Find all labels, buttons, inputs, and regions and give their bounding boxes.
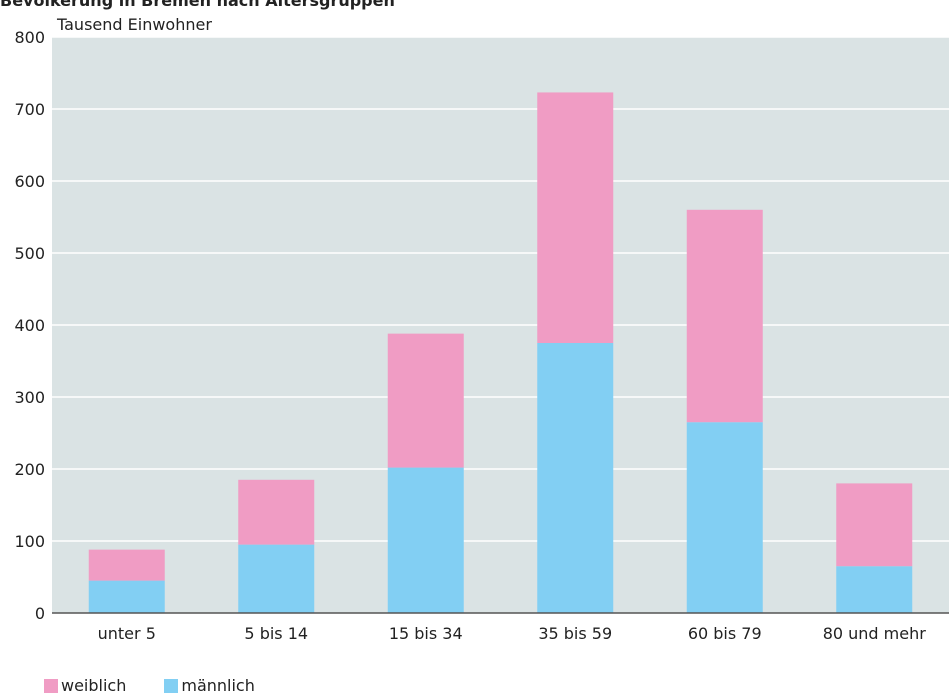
x-tick-label-4: 60 bis 79 [688,624,762,643]
y-tick-label-300: 300 [14,388,45,407]
legend-item-maennlich: männlich [164,676,255,695]
bar-weiblich-2 [387,333,464,468]
y-tick-label-700: 700 [14,100,45,119]
legend-label-weiblich: weiblich [61,676,127,695]
y-axis-label: Tausend Einwohner [57,15,212,34]
bar-maennlich-5 [836,566,913,613]
bar-weiblich-5 [836,483,913,567]
y-tick-label-0: 0 [35,604,45,623]
bar-maennlich-1 [238,544,315,613]
y-tick-label-800: 800 [14,28,45,47]
legend-label-maennlich: männlich [181,676,255,695]
x-tick-label-3: 35 bis 59 [538,624,612,643]
bar-weiblich-1 [238,479,315,545]
bar-maennlich-4 [686,422,763,613]
legend-item-weiblich: weiblich [44,676,126,695]
y-tick-label-500: 500 [14,244,45,263]
bar-weiblich-0 [88,549,165,581]
x-tick-label-0: unter 5 [98,624,156,643]
bar-weiblich-4 [686,209,763,423]
x-tick-label-1: 5 bis 14 [244,624,308,643]
bar-maennlich-0 [88,580,165,613]
legend-swatch-weiblich [44,678,58,693]
bar-maennlich-3 [537,343,614,613]
bar-maennlich-2 [387,467,464,613]
bar-weiblich-3 [537,92,614,343]
x-tick-label-2: 15 bis 34 [389,624,463,643]
x-tick-label-5: 80 und mehr [823,624,927,643]
y-tick-label-200: 200 [14,460,45,479]
legend: weiblich männlich [44,676,255,695]
chart-title: Bevölkerung in Bremen nach Altersgruppen [0,0,395,10]
legend-swatch-maennlich [164,678,179,693]
y-tick-label-100: 100 [14,532,45,551]
y-tick-label-600: 600 [14,172,45,191]
y-tick-label-400: 400 [14,316,45,335]
